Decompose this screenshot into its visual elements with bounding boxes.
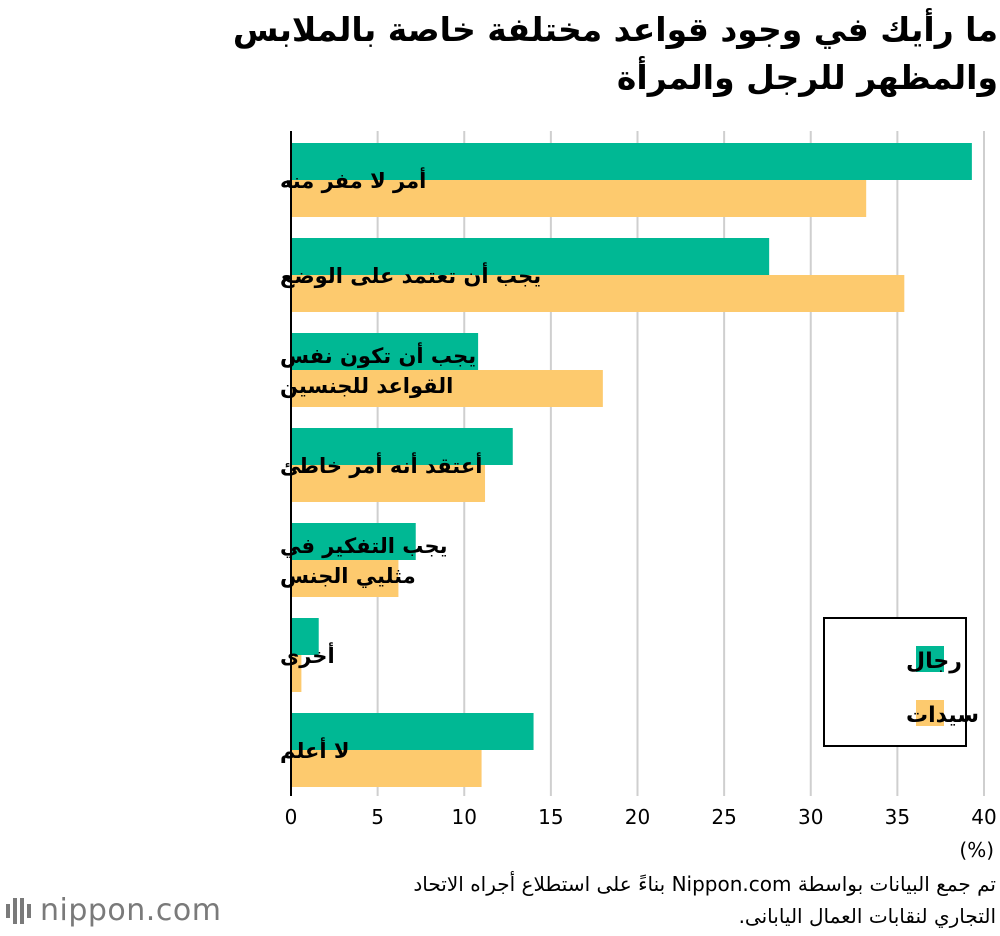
bar-women-5	[291, 655, 302, 692]
x-tick-35: 35	[885, 805, 910, 829]
bar-men-1	[291, 238, 770, 275]
chart-title: ما رأيك في وجود قواعد مختلفة خاصة بالملا…	[0, 6, 1000, 102]
category-label-1-0: يجب أن تعتمد على الوضع	[280, 261, 541, 288]
bar-women-6	[291, 750, 482, 787]
bar-men-4	[291, 523, 416, 560]
legend-label-women: سيدات	[906, 703, 979, 728]
bars	[291, 143, 972, 787]
legend-swatch-women	[916, 700, 944, 726]
x-tick-0: 0	[285, 805, 298, 829]
source-note: تم جمع البيانات بواسطة Nippon.com بناءً …	[176, 868, 996, 932]
bar-men-5	[291, 618, 319, 655]
category-label-4-1: مثليي الجنس	[280, 564, 416, 588]
legend-label-men: رجال	[906, 649, 962, 674]
bar-men-3	[291, 428, 513, 465]
source-line-2: التجاري لنقابات العمال اليابانى.	[738, 904, 996, 928]
x-tick-5: 5	[371, 805, 384, 829]
x-tick-40: 40	[971, 805, 996, 829]
category-labels: أمر لا مفر منه يجب أن تعتمد على الوضع يجب …	[280, 166, 541, 763]
x-tick-labels: 0 5 10 15 20 25 30 35 40	[285, 805, 997, 829]
x-axis-unit: (%)	[959, 838, 994, 862]
legend-swatch-men	[916, 646, 944, 672]
logo-text: nippon.com	[40, 893, 222, 928]
x-tick-30: 30	[798, 805, 823, 829]
source-line-1: تم جمع البيانات بواسطة Nippon.com بناءً …	[413, 872, 996, 896]
category-label-0-0: أمر لا مفر منه	[280, 166, 426, 193]
category-label-2-0: يجب أن تكون نفس	[280, 341, 476, 368]
logo-mark-icon	[6, 897, 31, 924]
bar-men-0	[291, 143, 972, 180]
bar-women-0	[291, 180, 867, 217]
category-label-5-0: أخرى	[280, 641, 335, 668]
bar-men-2	[291, 333, 479, 370]
bar-women-3	[291, 465, 486, 502]
title-line-1: ما رأيك في وجود قواعد مختلفة خاصة بالملا…	[232, 10, 998, 49]
bar-women-1	[291, 275, 905, 312]
category-label-2-1: القواعد للجنسين	[280, 374, 453, 398]
bar-women-4	[291, 560, 399, 597]
x-tick-25: 25	[711, 805, 736, 829]
nippon-logo: nippon.com	[6, 893, 221, 928]
bar-chart: أمر لا مفر منه يجب أن تعتمد على الوضع يجب …	[280, 131, 997, 829]
category-label-4-0: يجب التفكير في	[280, 534, 448, 558]
title-line-2: والمظهر للرجل والمرأة	[616, 58, 998, 97]
x-tick-20: 20	[625, 805, 650, 829]
bar-women-2	[291, 370, 603, 407]
bar-men-6	[291, 713, 534, 750]
x-tick-10: 10	[452, 805, 477, 829]
legend: رجال سيدات	[823, 617, 979, 747]
x-tick-15: 15	[538, 805, 563, 829]
category-label-3-0: أعتقد أنه أمر خاطئ	[280, 451, 482, 478]
